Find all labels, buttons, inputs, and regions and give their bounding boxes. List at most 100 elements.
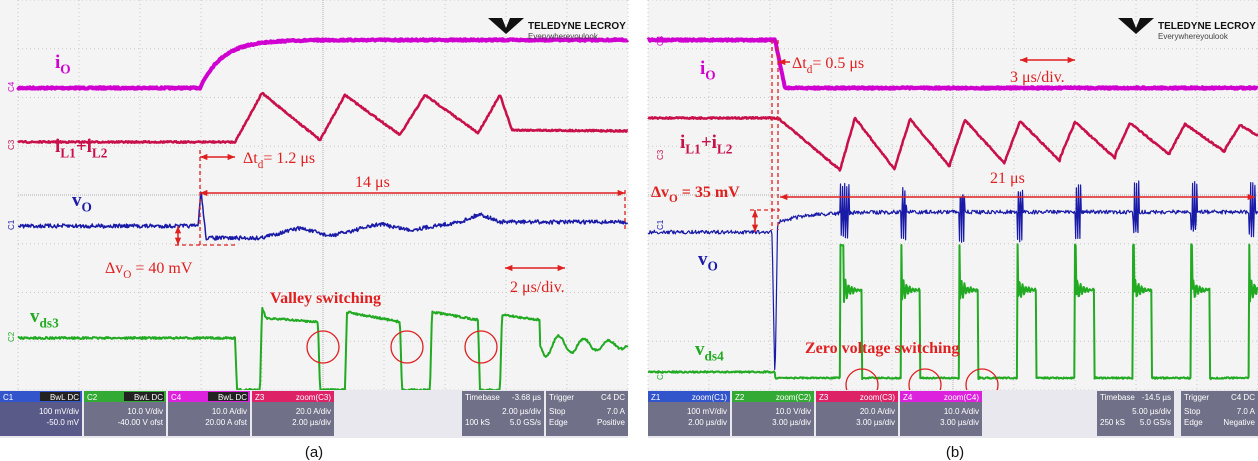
subscript: ds3 (40, 316, 60, 331)
figure: C4C3C1C2TELEDYNE LECROYEverywhereyoulook… (0, 0, 1258, 461)
channel-setting: 3.00 µs/div (856, 418, 895, 427)
trigger-value: C4 DC (601, 393, 625, 402)
trigger-row-right: Negative (1223, 418, 1255, 427)
annotation: 14 μs (355, 174, 390, 191)
channel-setting: 20.00 A ofst (205, 418, 248, 427)
subscript: O (705, 68, 715, 83)
text-part: v (698, 249, 708, 270)
channel-id: C2 (87, 393, 98, 402)
text-part: Δt (243, 150, 258, 167)
text-part: = 0.5 μs (812, 55, 864, 72)
channel-setting: 2.00 µs/div (292, 418, 331, 427)
annotation: 2 μs/div. (510, 279, 565, 296)
text-part: Valley switching (270, 290, 381, 307)
channel-setting: -40.00 V ofst (118, 418, 164, 427)
annotation: Zero voltage switching (805, 340, 959, 357)
channel-setting: 100 mV/div (687, 407, 727, 416)
trigger-row-right: Positive (597, 418, 626, 427)
channel-mode: zoom(C2) (776, 393, 811, 402)
channel-mode: BwL DC (50, 393, 79, 402)
subscript: O (82, 200, 92, 215)
channel-marker: C1 (7, 219, 16, 230)
text-part: 3 μs/div. (1010, 69, 1065, 86)
annotation: 21 μs (990, 170, 1025, 187)
text-part: 14 μs (355, 174, 390, 191)
trigger-title: Trigger (1184, 393, 1209, 402)
channel-setting: 10.0 V/div (775, 407, 811, 416)
timebase-value: -14.5 µs (1142, 393, 1171, 402)
subscript: L1 (685, 142, 701, 157)
channel-setting: 10.0 V/div (127, 407, 163, 416)
panel-caption: (b) (946, 444, 964, 461)
channel-mode: zoom(C3) (860, 393, 895, 402)
subscript: O (60, 62, 70, 77)
channel-id: Z2 (735, 393, 745, 402)
channel-id: C1 (3, 393, 14, 402)
trigger-row-right: 7.0 A (607, 407, 626, 416)
channel-setting: 100 mV/div (39, 407, 79, 416)
channel-id: Z4 (903, 393, 913, 402)
channel-id: Z3 (819, 393, 829, 402)
channel-setting: 2.00 µs/div (688, 418, 727, 427)
panel-caption: (a) (305, 444, 323, 461)
trigger-row-left: Edge (1184, 418, 1203, 427)
channel-marker: C2 (656, 369, 665, 380)
subscript: ds4 (705, 349, 725, 364)
trigger-row-left: Stop (549, 407, 566, 416)
channel-setting: 3.00 µs/div (772, 418, 811, 427)
timebase-row-left: 100 kS (465, 418, 490, 427)
subscript: L1 (60, 146, 76, 161)
channel-mode: BwL DC (134, 393, 163, 402)
trigger-title: Trigger (549, 393, 574, 402)
text-part: v (72, 190, 82, 211)
text-part: Δv (651, 184, 669, 201)
logo-brand: TELEDYNE LECROY (1158, 21, 1256, 32)
channel-setting: 10.0 A/div (944, 407, 979, 416)
text-part: v (30, 306, 40, 327)
text-part: = 40 mV (131, 260, 192, 277)
subscript: L2 (92, 146, 108, 161)
timebase-title: Timebase (465, 393, 500, 402)
channel-mode: zoom(C3) (296, 393, 331, 402)
annotation: 3 μs/div. (1010, 69, 1065, 86)
trigger-row-left: Edge (549, 418, 568, 427)
text-part: Zero voltage switching (805, 340, 959, 357)
trigger-row-right: 7.0 A (1237, 407, 1256, 416)
text-part: +i (76, 136, 92, 157)
channel-marker: C4 (656, 35, 665, 46)
logo-brand: TELEDYNE LECROY (528, 21, 626, 32)
channel-mode: zoom(C1) (692, 393, 727, 402)
text-part: Δt (792, 55, 807, 72)
channel-setting: -50.0 mV (47, 418, 80, 427)
marker-column (0, 0, 18, 390)
channel-mode: zoom(C4) (944, 393, 979, 402)
channel-id: Z3 (255, 393, 265, 402)
subscript: L2 (717, 142, 733, 157)
channel-mode: BwL DC (218, 393, 247, 402)
channel-marker: C2 (7, 331, 16, 342)
text-part: = 35 mV (678, 184, 740, 201)
text-part: Δv (105, 260, 123, 277)
subscript: O (708, 259, 718, 274)
text-part: = 1.2 μs (263, 150, 315, 167)
timebase-row-left: 250 kS (1100, 418, 1125, 427)
timebase-row-right: 5.0 GS/s (510, 418, 541, 427)
channel-marker: C4 (7, 81, 16, 92)
timebase-row-right: 2.00 µs/div (502, 407, 541, 416)
logo-tagline: Everywhereyoulook (528, 32, 599, 41)
text-part: v (695, 339, 705, 360)
channel-setting: 10.0 A/div (212, 407, 247, 416)
timebase-value: -3.68 µs (512, 393, 541, 402)
text-part: +i (701, 132, 717, 153)
channel-marker: C3 (656, 149, 665, 160)
timebase-row-right: 5.00 µs/div (1132, 407, 1171, 416)
channel-setting: 3.00 µs/div (940, 418, 979, 427)
channel-setting: 20.0 A/div (860, 407, 895, 416)
channel-id: C4 (171, 393, 182, 402)
channel-marker: C3 (7, 139, 16, 150)
channel-setting: 20.0 A/div (296, 407, 331, 416)
subscript: O (669, 193, 678, 205)
channel-id: Z1 (651, 393, 661, 402)
channel-marker: C1 (656, 219, 665, 230)
text-part: 21 μs (990, 170, 1025, 187)
